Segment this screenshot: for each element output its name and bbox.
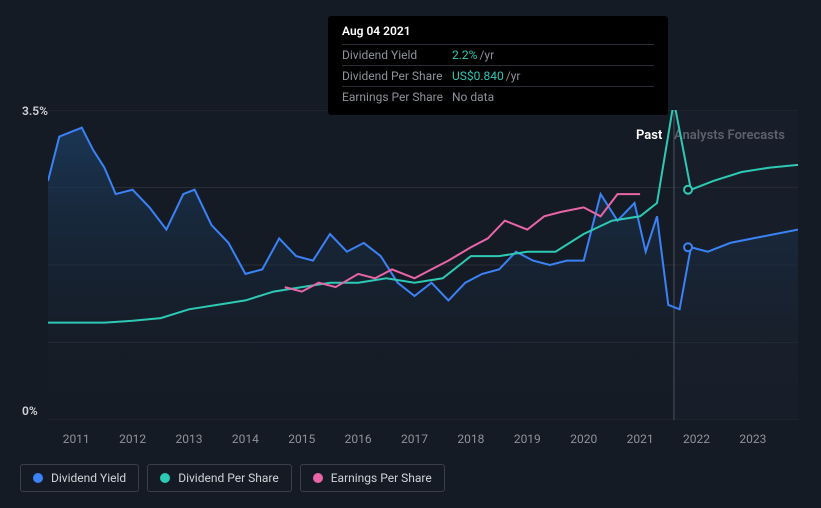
y-axis-label-max: 3.5% [22,104,48,118]
legend-label: Dividend Per Share [178,471,279,485]
legend-item-dividend-per-share[interactable]: Dividend Per Share [147,464,292,492]
x-tick-label: 2021 [627,432,654,446]
x-tick-label: 2015 [288,432,315,446]
chart-tooltip: Aug 04 2021 Dividend Yield 2.2% /yr Divi… [328,16,668,115]
legend-item-earnings-per-share[interactable]: Earnings Per Share [300,464,445,492]
tooltip-label: Earnings Per Share [342,90,452,104]
x-tick-label: 2016 [345,432,372,446]
legend-label: Dividend Yield [51,471,126,485]
tooltip-suffix: /yr [479,48,494,62]
x-tick-label: 2022 [683,432,710,446]
tooltip-date: Aug 04 2021 [342,24,654,38]
tooltip-value: US$0.840 [452,69,504,83]
tooltip-label: Dividend Per Share [342,69,452,83]
x-tick-label: 2012 [119,432,146,446]
x-tick-label: 2020 [570,432,597,446]
legend-label: Earnings Per Share [331,471,432,485]
x-tick-label: 2023 [739,432,766,446]
tooltip-row: Dividend Per Share US$0.840 /yr [342,65,654,86]
tooltip-suffix: /yr [506,69,521,83]
legend-dot-icon [160,473,170,483]
y-axis-label-min: 0% [22,404,38,418]
tooltip-value: 2.2% [452,48,477,62]
chart-plot-area[interactable] [48,110,798,420]
tooltip-row: Earnings Per Share No data [342,86,654,107]
tooltip-value: No data [452,90,494,104]
x-tick-label: 2019 [514,432,541,446]
x-tick-label: 2018 [457,432,484,446]
legend-item-dividend-yield[interactable]: Dividend Yield [20,464,139,492]
x-tick-label: 2011 [63,432,90,446]
x-tick-label: 2014 [232,432,259,446]
chart-svg [48,110,798,420]
tooltip-row: Dividend Yield 2.2% /yr [342,44,654,65]
x-tick-label: 2013 [175,432,202,446]
chart-legend: Dividend Yield Dividend Per Share Earnin… [20,464,445,492]
legend-dot-icon [33,473,43,483]
x-tick-label: 2017 [401,432,428,446]
legend-dot-icon [313,473,323,483]
tooltip-label: Dividend Yield [342,48,452,62]
